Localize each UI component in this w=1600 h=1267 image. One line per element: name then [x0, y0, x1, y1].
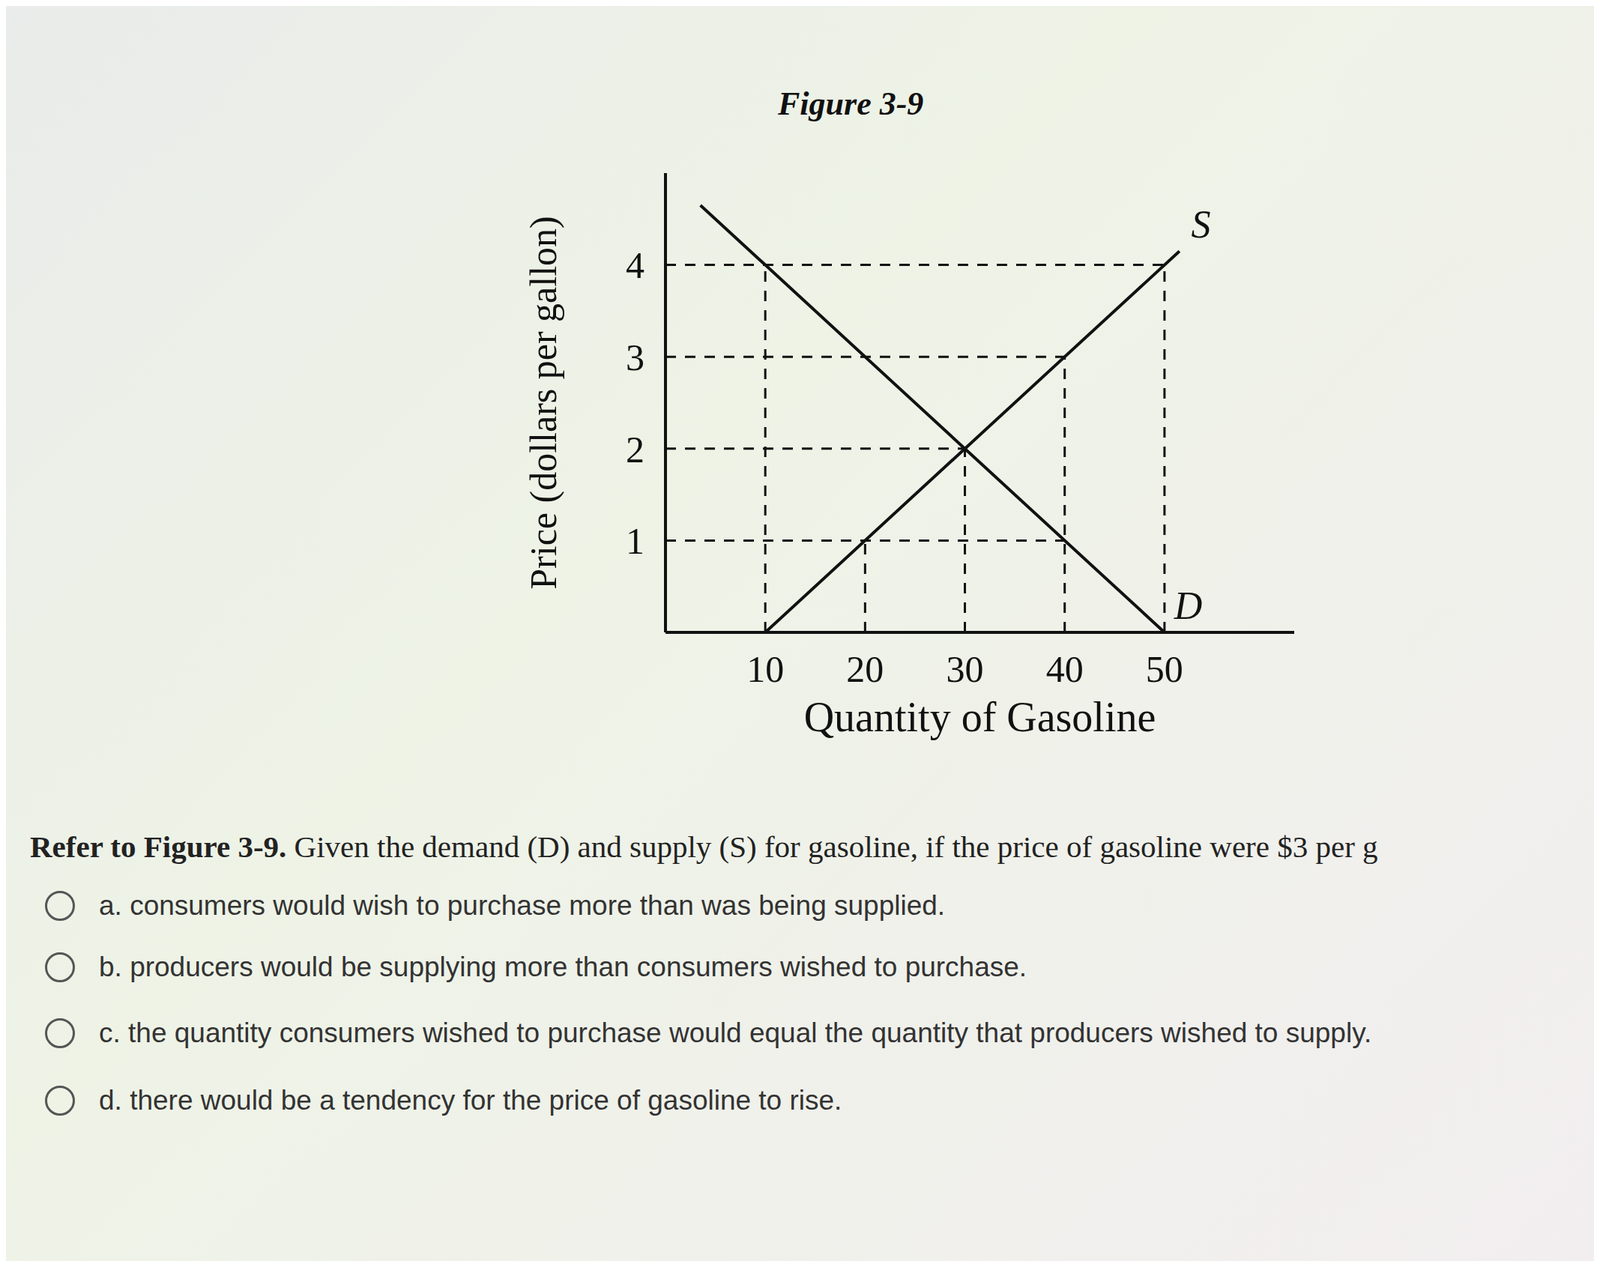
svg-text:50: 50 — [1145, 648, 1184, 691]
svg-text:30: 30 — [946, 648, 984, 691]
html-text:Refer to Figure 3-9. Given the: Refer to Figure 3-9. Given the demand (D… — [29, 829, 1378, 865]
svg-text:1: 1 — [625, 520, 645, 563]
svg-text:4: 4 — [625, 244, 645, 287]
svg-text:3: 3 — [625, 336, 645, 379]
svg-text:Quantity of Gasoline: Quantity of Gasoline — [804, 693, 1157, 741]
svg-text:10: 10 — [746, 648, 784, 691]
svg-text:40: 40 — [1046, 648, 1084, 691]
html-text:d. there would be a tendency f: d. there would be a tendency for the pri… — [98, 1085, 842, 1116]
svg-text:S: S — [1191, 203, 1212, 246]
html-text:Figure 3-9: Figure 3-9 — [777, 85, 924, 123]
svg-text:Price (dollars per gallon): Price (dollars per gallon) — [524, 215, 565, 590]
html-text:a. consumers would wish to pur: a. consumers would wish to purchase more… — [98, 890, 946, 922]
svg-text:D: D — [1173, 584, 1203, 628]
svg-text:2: 2 — [625, 428, 645, 471]
html-text:c. the quantity consumers wish: c. the quantity consumers wished to purc… — [98, 1017, 1372, 1049]
svg-text:20: 20 — [846, 648, 884, 691]
html-text:b. producers would be supplyin: b. producers would be supplying more tha… — [98, 951, 1027, 983]
